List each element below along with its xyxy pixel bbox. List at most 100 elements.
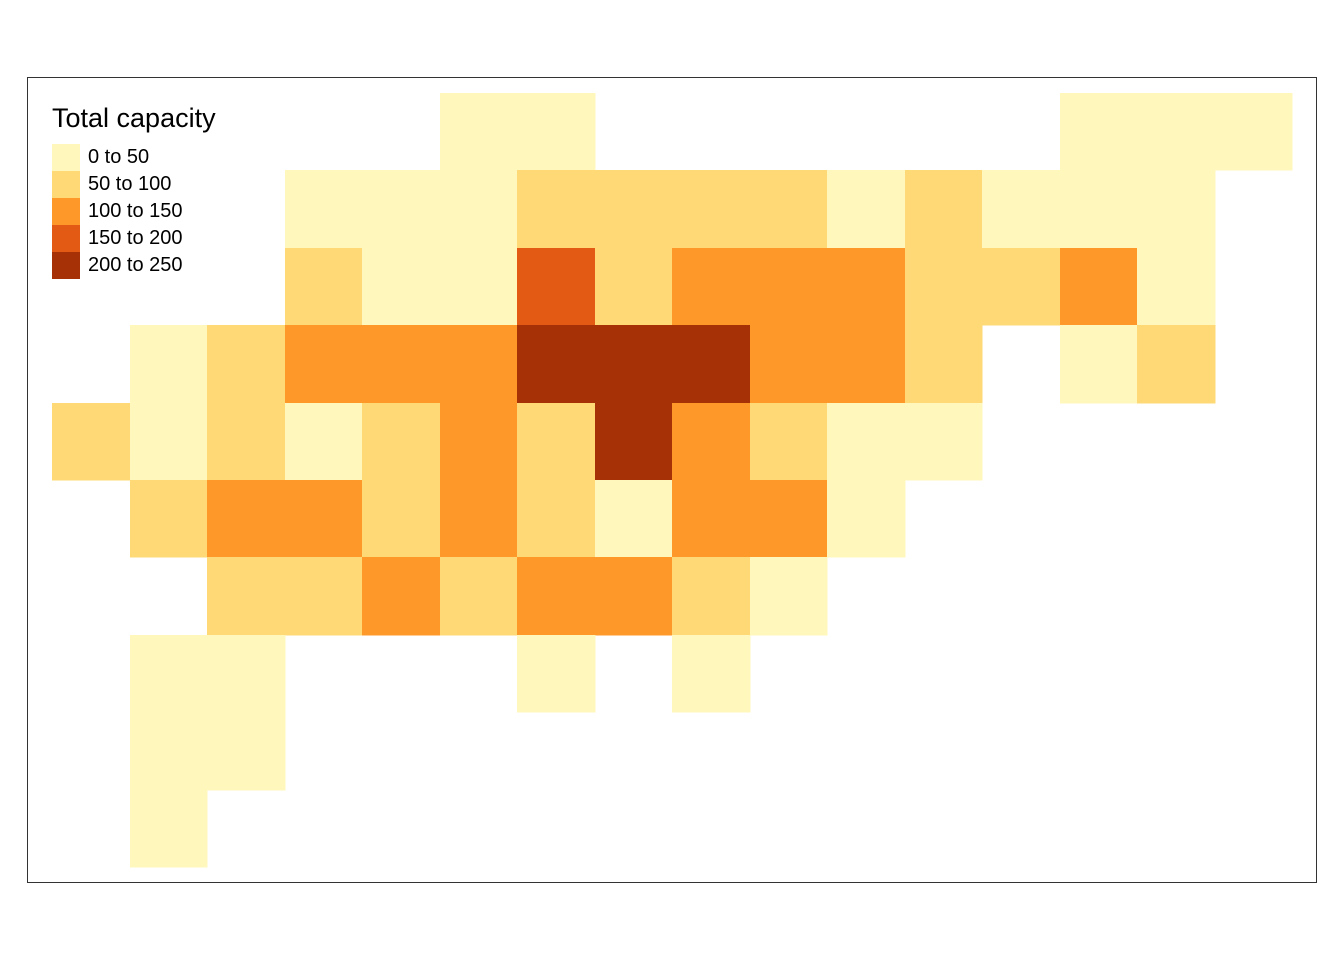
grid-cell	[595, 557, 673, 636]
grid-cell	[207, 325, 286, 404]
grid-cell	[1060, 93, 1138, 171]
grid-cell	[1137, 325, 1216, 404]
grid-cell	[1060, 170, 1138, 249]
legend-items: 0 to 50 50 to 100 100 to 150 150 to 200 …	[52, 144, 216, 279]
grid-cell	[285, 403, 363, 481]
legend-item: 50 to 100	[52, 171, 216, 198]
map-frame	[27, 77, 1317, 883]
grid-cell	[440, 557, 518, 636]
grid-cell	[440, 480, 518, 558]
grid-cell	[1215, 93, 1293, 171]
legend-swatch	[52, 252, 80, 279]
grid-cell	[750, 170, 828, 249]
grid-cell	[362, 170, 441, 249]
grid-cell	[285, 557, 363, 636]
grid-cell	[517, 480, 596, 558]
grid-cell	[517, 403, 596, 481]
grid-cell	[750, 248, 828, 326]
grid-cell	[207, 403, 286, 481]
grid-cell	[827, 248, 906, 326]
grid-cell	[595, 325, 673, 404]
legend-item: 100 to 150	[52, 198, 216, 225]
grid-cell	[440, 325, 518, 404]
legend-swatch	[52, 198, 80, 225]
grid-cell	[750, 557, 828, 636]
grid-cell	[517, 248, 596, 326]
grid-cell	[905, 403, 983, 481]
grid-cell	[750, 403, 828, 481]
grid-cell	[672, 170, 751, 249]
grid-cell	[362, 325, 441, 404]
grid-cell	[362, 557, 441, 636]
grid-cells	[52, 93, 1293, 868]
legend-swatch	[52, 225, 80, 252]
grid-cell	[672, 480, 751, 558]
grid-cell	[595, 480, 673, 558]
grid-cell	[517, 325, 596, 404]
grid-cell	[672, 325, 751, 404]
legend-swatch	[52, 144, 80, 171]
grid-cell	[672, 635, 751, 713]
legend-item: 0 to 50	[52, 144, 216, 171]
legend-label: 150 to 200	[88, 227, 183, 249]
grid-cell	[750, 325, 828, 404]
grid-cell	[672, 557, 751, 636]
legend-title: Total capacity	[52, 103, 216, 133]
grid-cell	[672, 403, 751, 481]
legend: Total capacity 0 to 50 50 to 100 100 to …	[52, 100, 216, 279]
grid-cell	[130, 790, 208, 868]
grid-cell	[905, 248, 983, 326]
grid-cell	[517, 557, 596, 636]
grid-cell	[285, 170, 363, 249]
grid-cell	[1137, 248, 1216, 326]
grid-cell	[1137, 170, 1216, 249]
grid-cell	[595, 248, 673, 326]
grid-cell	[362, 480, 441, 558]
grid-cell	[440, 248, 518, 326]
grid-cell	[517, 635, 596, 713]
grid-cell	[827, 325, 906, 404]
grid-cell	[982, 248, 1061, 326]
grid-cell	[285, 248, 363, 326]
grid-cell	[1060, 325, 1138, 404]
grid-cell	[1060, 248, 1138, 326]
grid-cell	[595, 170, 673, 249]
grid-cell	[285, 325, 363, 404]
grid-cell	[827, 403, 906, 481]
grid-cell	[827, 170, 906, 249]
legend-label: 200 to 250	[88, 254, 183, 276]
grid-cell	[130, 325, 208, 404]
grid-cell	[362, 248, 441, 326]
legend-label: 50 to 100	[88, 173, 172, 195]
grid-cell	[517, 93, 596, 171]
grid-cell	[207, 635, 286, 713]
grid-cell	[130, 635, 208, 713]
grid-cell	[905, 325, 983, 404]
grid-cell	[750, 480, 828, 558]
grid-cell	[595, 403, 673, 481]
grid-cell	[207, 557, 286, 636]
grid-cell	[440, 403, 518, 481]
grid-cell	[130, 480, 208, 558]
grid-cell	[130, 712, 208, 791]
grid-cell	[52, 403, 131, 481]
grid-cell	[440, 93, 518, 171]
grid-cell	[207, 480, 286, 558]
grid-cell	[285, 480, 363, 558]
grid-cell	[517, 170, 596, 249]
legend-item: 150 to 200	[52, 225, 216, 252]
grid-cell	[362, 403, 441, 481]
legend-swatch	[52, 171, 80, 198]
legend-item: 200 to 250	[52, 252, 216, 279]
legend-label: 100 to 150	[88, 200, 183, 222]
grid-cell	[827, 480, 906, 558]
grid-cell	[1137, 93, 1216, 171]
grid-cell	[440, 170, 518, 249]
grid-cell	[207, 712, 286, 791]
grid-cell	[982, 170, 1061, 249]
grid-cell	[672, 248, 751, 326]
grid-cell	[130, 403, 208, 481]
legend-label: 0 to 50	[88, 146, 150, 168]
grid-cell	[905, 170, 983, 249]
